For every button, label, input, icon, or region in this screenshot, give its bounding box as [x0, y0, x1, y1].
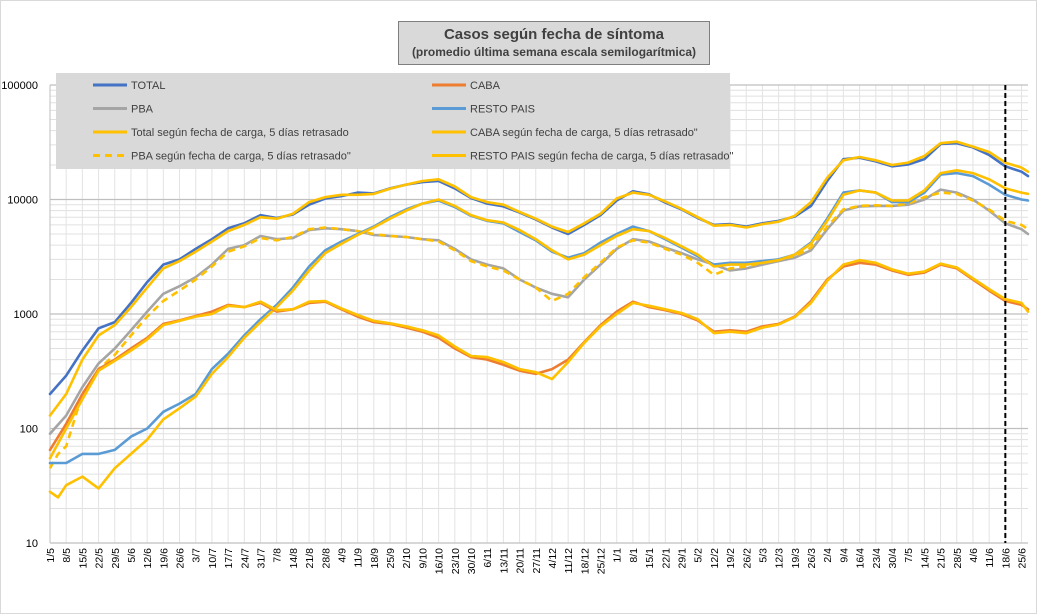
x-tick-label: 11/9	[353, 548, 365, 568]
x-tick-label: 1/1	[612, 548, 624, 563]
y-tick-label: 10	[26, 538, 38, 550]
series-line-total	[48, 141, 1030, 396]
x-tick-label: 19/2	[725, 548, 737, 569]
x-tick-label: 12/6	[142, 548, 154, 569]
x-tick-label: 5/3	[757, 548, 769, 563]
series-line-resto	[48, 171, 1030, 465]
x-tick-label: 14/5	[919, 548, 931, 569]
legend-background	[56, 73, 730, 169]
legend-label-total_lag: Total según fecha de carga, 5 días retra…	[131, 127, 349, 139]
x-tick-label: 11/6	[984, 548, 996, 568]
chart-subtitle: (promedio última semana escala semilogar…	[411, 45, 697, 59]
x-tick-label: 24/7	[239, 548, 251, 569]
x-tick-label: 2/4	[822, 548, 834, 563]
y-tick-label: 100000	[1, 80, 38, 92]
x-tick-label: 23/4	[871, 548, 883, 569]
chart-title: Casos según fecha de síntoma	[443, 26, 665, 43]
x-tick-label: 20/11	[515, 548, 527, 574]
x-tick-label: 29/1	[676, 548, 688, 569]
x-tick-label: 15/5	[77, 548, 89, 569]
x-tick-label: 30/4	[887, 548, 899, 569]
x-tick-label: 10/7	[207, 548, 219, 569]
x-tick-label: 30/10	[466, 548, 478, 574]
x-tick-label: 18/12	[579, 548, 591, 574]
x-tick-label: 11/12	[563, 548, 575, 574]
series-line-pba	[48, 188, 1030, 436]
x-tick-label: 18/9	[369, 548, 381, 569]
x-tick-label: 31/7	[255, 548, 267, 569]
x-tick-label: 19/3	[790, 548, 802, 569]
x-tick-label: 25/12	[596, 548, 608, 574]
x-tick-label: 26/3	[806, 548, 818, 569]
chart-title-box: Casos según fecha de síntoma (promedio ú…	[398, 21, 710, 65]
y-tick-label: 10000	[7, 195, 38, 207]
x-tick-label: 29/5	[110, 548, 122, 569]
x-tick-label: 22/1	[660, 548, 672, 569]
legend-label-caba_lag: CABA según fecha de carga, 5 días retras…	[470, 127, 698, 139]
x-tick-label: 18/6	[1000, 548, 1012, 569]
x-tick-label: 7/8	[272, 548, 284, 563]
legend-label-caba: CABA	[470, 80, 501, 92]
x-tick-label: 15/1	[644, 548, 656, 569]
x-tick-label: 5/6	[126, 548, 138, 563]
legend-label-pba: PBA	[131, 104, 154, 116]
x-axis-ticks: 1/5 8/5 15/5 22/5 29/5 5/6 12/6 19/6 26/6 3/7 10/7…	[45, 548, 1029, 574]
y-tick-label: 1000	[14, 309, 38, 321]
series-layer	[48, 140, 1030, 499]
legend-label-total: TOTAL	[131, 80, 165, 92]
x-tick-label: 27/11	[531, 548, 543, 574]
x-tick-label: 8/5	[61, 548, 73, 563]
x-tick-label: 19/6	[158, 548, 170, 569]
x-tick-label: 3/7	[191, 548, 203, 563]
series-line-caba	[48, 261, 1030, 452]
legend-label-resto_lag: RESTO PAIS según fecha de carga, 5 días …	[470, 151, 733, 163]
x-tick-label: 9/10	[417, 548, 429, 569]
series-line-resto_lag	[48, 169, 1030, 499]
y-axis-ticks: 100000 10000 1000 100 10	[1, 80, 38, 550]
legend-label-resto: RESTO PAIS	[470, 104, 535, 116]
x-tick-label: 28/5	[952, 548, 964, 569]
series-line-caba_lag	[48, 258, 1030, 460]
series-line-pba_lag	[48, 191, 1029, 469]
x-tick-label: 4/12	[547, 548, 559, 569]
x-tick-label: 12/3	[774, 548, 786, 569]
x-tick-label: 16/4	[855, 548, 867, 569]
x-tick-label: 23/10	[450, 548, 462, 574]
x-tick-label: 26/2	[741, 548, 753, 569]
x-tick-label: 4/6	[968, 548, 980, 563]
x-tick-label: 1/5	[45, 548, 57, 563]
legend-label-pba_lag: PBA según fecha de carga, 5 días retrasa…	[131, 151, 351, 163]
x-tick-label: 12/2	[709, 548, 721, 569]
x-tick-label: 4/9	[336, 548, 348, 563]
x-tick-label: 8/1	[628, 548, 640, 563]
x-tick-label: 21/8	[304, 548, 316, 569]
x-tick-label: 17/7	[223, 548, 235, 569]
x-tick-label: 6/11	[482, 548, 494, 568]
x-tick-label: 26/6	[175, 548, 187, 569]
x-tick-label: 5/2	[693, 548, 705, 563]
x-tick-label: 16/10	[434, 548, 446, 574]
x-tick-label: 25/9	[385, 548, 397, 569]
x-tick-label: 2/10	[401, 548, 413, 569]
x-tick-label: 7/5	[903, 548, 915, 563]
x-tick-label: 9/4	[838, 548, 850, 563]
legend: TOTAL CABA PBA RESTO PAIS Total según fecha …	[56, 73, 733, 169]
y-tick-label: 100	[20, 424, 38, 436]
x-tick-label: 13/11	[498, 548, 510, 574]
x-tick-label: 21/5	[936, 548, 948, 569]
x-tick-label: 14/8	[288, 548, 300, 569]
x-tick-label: 22/5	[94, 548, 106, 569]
x-tick-label: 28/8	[320, 548, 332, 569]
series-line-total_lag	[48, 140, 1030, 417]
x-tick-label: 25/6	[1017, 548, 1029, 569]
